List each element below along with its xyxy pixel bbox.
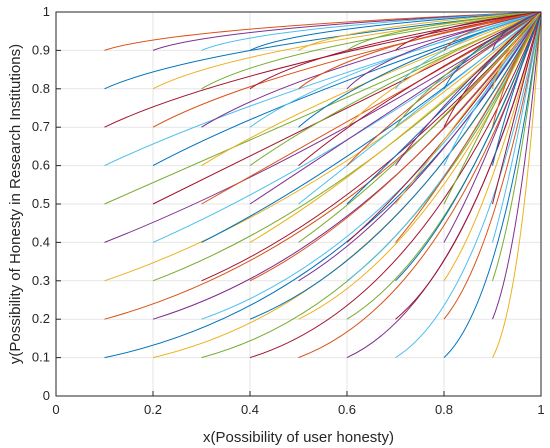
x-axis-label: x(Possibility of user honesty) [203,429,394,446]
trajectory-line [346,11,542,51]
trajectory-line [346,11,542,90]
trajectory-line [249,11,542,51]
trajectory-line [201,11,542,51]
y-tick-label: 0.5 [32,196,50,211]
trajectory-line [104,11,542,205]
trajectory-series [104,11,542,359]
trajectory-line [346,11,542,128]
y-tick-label: 0.2 [32,311,50,326]
trajectory-line [395,11,542,128]
trajectory-line [298,11,542,282]
y-tick-label: 1 [43,4,50,19]
trajectory-line [492,11,542,205]
trajectory-line [395,11,542,359]
trajectory-line [249,11,542,128]
trajectory-line [104,11,542,282]
trajectory-line [298,11,542,205]
y-tick-label: 0.8 [32,81,50,96]
trajectory-line [443,11,542,320]
trajectory-line [395,11,542,90]
trajectory-line [443,11,542,358]
trajectory-line [298,11,542,51]
trajectory-line [298,11,542,320]
trajectory-line [201,11,542,320]
trajectory-line [104,11,542,359]
trajectory-line [395,11,542,51]
trajectory-line [492,11,542,358]
trajectory-line [104,11,542,51]
y-axis-label: y(Possibility of Honesty in Research Ins… [7,44,24,364]
trajectory-line [152,11,542,128]
trajectory-line [395,11,542,205]
trajectory-line [492,11,542,89]
trajectory-line [492,11,542,128]
trajectory-line [249,11,542,167]
trajectory-line [152,11,542,320]
y-tick-label: 0.6 [32,158,50,173]
x-tick-label: 1 [537,402,544,417]
y-tick-label: 0.1 [32,350,50,365]
trajectory-line [152,11,542,90]
trajectory-line [152,11,542,167]
x-tick-label: 0.2 [144,402,162,417]
x-tick-label: 0.8 [435,402,453,417]
trajectory-line [443,11,542,90]
trajectory-line [492,11,542,166]
trajectory-line [492,11,542,320]
trajectory-line [104,11,542,128]
trajectory-line [201,11,542,90]
trajectory-line [395,11,542,282]
trajectory-line [201,11,542,167]
x-tick-label: 0.4 [241,402,259,417]
y-tick-label: 0.7 [32,119,50,134]
trajectory-line [249,11,542,90]
trajectory-line [104,11,542,90]
trajectory-line [201,11,542,128]
trajectory-line [104,11,542,320]
y-tick-label: 0.4 [32,234,50,249]
trajectory-line [443,11,542,166]
y-tick-label: 0.3 [32,273,50,288]
y-tick-label: 0.9 [32,42,50,57]
trajectory-line [443,11,542,51]
axis-ticks: 0 0.2 0.4 0.6 0.8 1 0 0.1 0.2 0.3 0.4 0.5 0.6 0.7 0.8 0… [32,4,545,417]
trajectory-line [249,11,542,205]
trajectory-line [249,11,542,282]
trajectory-line [249,11,542,320]
y-tick-label: 0 [43,388,50,403]
trajectory-line [492,11,542,243]
trajectory-line [443,11,542,205]
trajectory-line [492,11,542,51]
trajectory-line [492,11,542,281]
trajectory-line [443,11,542,128]
trajectory-line [249,11,542,359]
trajectory-line [395,11,542,320]
trajectory-line [201,11,542,282]
x-tick-label: 0 [52,402,59,417]
trajectory-line [152,11,542,51]
x-tick-label: 0.6 [338,402,356,417]
trajectory-line [346,11,542,166]
trajectory-line [298,11,542,90]
trajectory-line [298,11,542,243]
